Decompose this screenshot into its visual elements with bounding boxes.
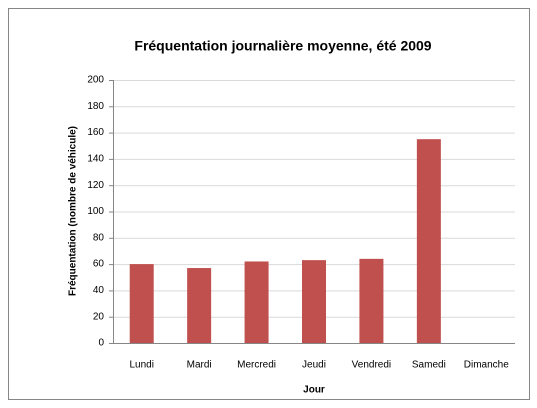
x-tick-label: Lundi — [129, 360, 153, 371]
y-axis-title: Fréquentation (nombre de véhicule) — [68, 126, 79, 296]
y-tick-label: 20 — [93, 311, 105, 322]
y-tick-label: 80 — [93, 232, 105, 243]
y-tick-label: 120 — [87, 180, 104, 191]
x-tick-label: Jeudi — [302, 360, 326, 371]
y-tick-label: 60 — [93, 259, 105, 270]
x-tick-label: Samedi — [412, 360, 446, 371]
x-tick-label: Mercredi — [237, 360, 276, 371]
bar — [129, 264, 154, 343]
x-tick-label: Dimanche — [464, 360, 509, 371]
y-tick-label: 140 — [87, 154, 104, 165]
bar — [244, 261, 269, 343]
y-tick-label: 0 — [98, 338, 104, 349]
x-tick-label: Vendredi — [352, 360, 391, 371]
chart-title: Fréquentation journalière moyenne, été 2… — [134, 38, 431, 54]
x-tick-label: Mardi — [187, 360, 212, 371]
bar — [302, 260, 326, 343]
y-tick-label: 100 — [87, 206, 104, 217]
y-tick-label: 180 — [87, 101, 104, 112]
y-tick-label: 200 — [87, 75, 104, 86]
chart-border — [8, 8, 530, 400]
bar — [187, 268, 212, 343]
x-axis-title: Jour — [303, 385, 325, 396]
y-tick-label: 40 — [93, 285, 105, 296]
bar — [359, 258, 384, 343]
y-tick-label: 160 — [87, 127, 104, 138]
bar — [416, 139, 441, 343]
